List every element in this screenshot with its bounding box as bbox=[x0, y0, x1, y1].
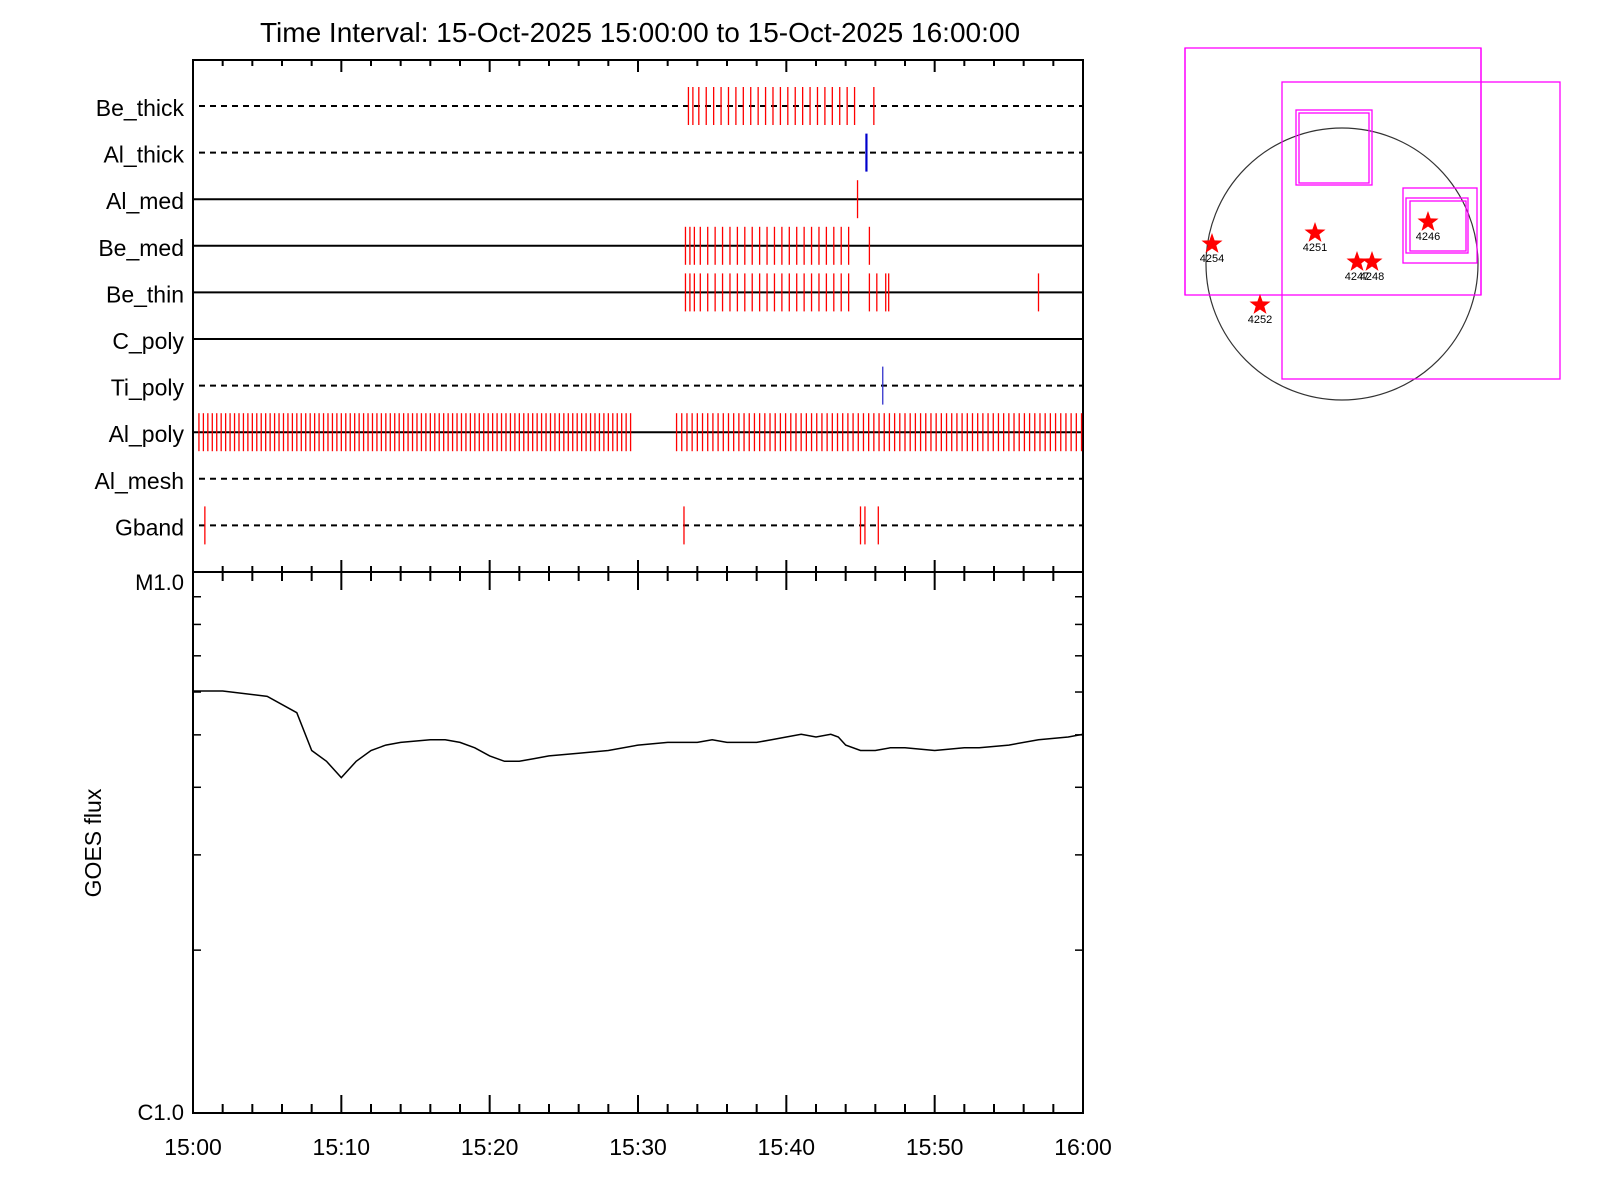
ar-star-marker bbox=[1249, 294, 1271, 314]
x-tick-label: 16:00 bbox=[1054, 1134, 1112, 1160]
goes-flux-panel: 15:00 15:10 15:20 15:30 15:40 15:50 16:00 M1.0 C… bbox=[80, 570, 1112, 1160]
flux-frame bbox=[192, 571, 1084, 1114]
x-tick-label: 15:20 bbox=[461, 1134, 519, 1160]
chart-title: Time Interval: 15-Oct-2025 15:00:00 to 1… bbox=[260, 17, 1020, 48]
x-tick-label: 15:30 bbox=[609, 1134, 667, 1160]
filter-label: Be_thick bbox=[96, 95, 185, 121]
y-tick-label: C1.0 bbox=[138, 1100, 184, 1125]
fov-box bbox=[1184, 47, 1482, 296]
filter-label: Al_poly bbox=[109, 421, 185, 447]
ar-number-label: 4254 bbox=[1200, 253, 1224, 265]
goes-flux-line bbox=[193, 690, 1084, 779]
ar-number-label: 4251 bbox=[1303, 242, 1327, 254]
fov-box bbox=[1295, 109, 1373, 186]
x-tick-label: 15:10 bbox=[313, 1134, 371, 1160]
ar-number-label: 4247 bbox=[1345, 271, 1369, 283]
filter-label: Gband bbox=[115, 514, 184, 540]
filter-label: Ti_poly bbox=[111, 375, 185, 401]
ar-star-marker bbox=[1417, 211, 1439, 231]
ar-star-marker bbox=[1304, 222, 1326, 242]
ar-star-marker bbox=[1201, 233, 1223, 253]
filter-label: C_poly bbox=[112, 328, 184, 354]
filter-label: Be_med bbox=[98, 235, 184, 261]
ar-number-label: 4252 bbox=[1248, 314, 1272, 326]
timeline-frame bbox=[192, 59, 1084, 573]
filter-label: Al_med bbox=[106, 188, 184, 214]
x-tick-label: 15:40 bbox=[758, 1134, 816, 1160]
x-tick-label: 15:00 bbox=[164, 1134, 222, 1160]
fov-box bbox=[1298, 112, 1370, 184]
y-tick-label: M1.0 bbox=[135, 570, 184, 595]
filter-label: Be_thin bbox=[106, 281, 184, 307]
fov-box bbox=[1402, 187, 1478, 264]
fov-box bbox=[1409, 200, 1467, 252]
ar-star-marker bbox=[1361, 251, 1383, 271]
y-axis-label: GOES flux bbox=[80, 788, 106, 897]
ar-number-label: 4246 bbox=[1416, 231, 1440, 243]
solar-disk bbox=[1205, 127, 1479, 401]
fov-box bbox=[1281, 81, 1561, 380]
filter-timeline-panel: Be_thick Al_thick Al_med Be_med Be_thin C_pol… bbox=[95, 59, 1084, 573]
ar-star-marker bbox=[1346, 251, 1368, 271]
filter-label: Al_mesh bbox=[95, 468, 184, 494]
x-tick-label: 15:50 bbox=[906, 1134, 964, 1160]
fov-box bbox=[1405, 197, 1469, 254]
ar-number-label: 4248 bbox=[1360, 271, 1384, 283]
filter-label: Al_thick bbox=[103, 142, 184, 168]
